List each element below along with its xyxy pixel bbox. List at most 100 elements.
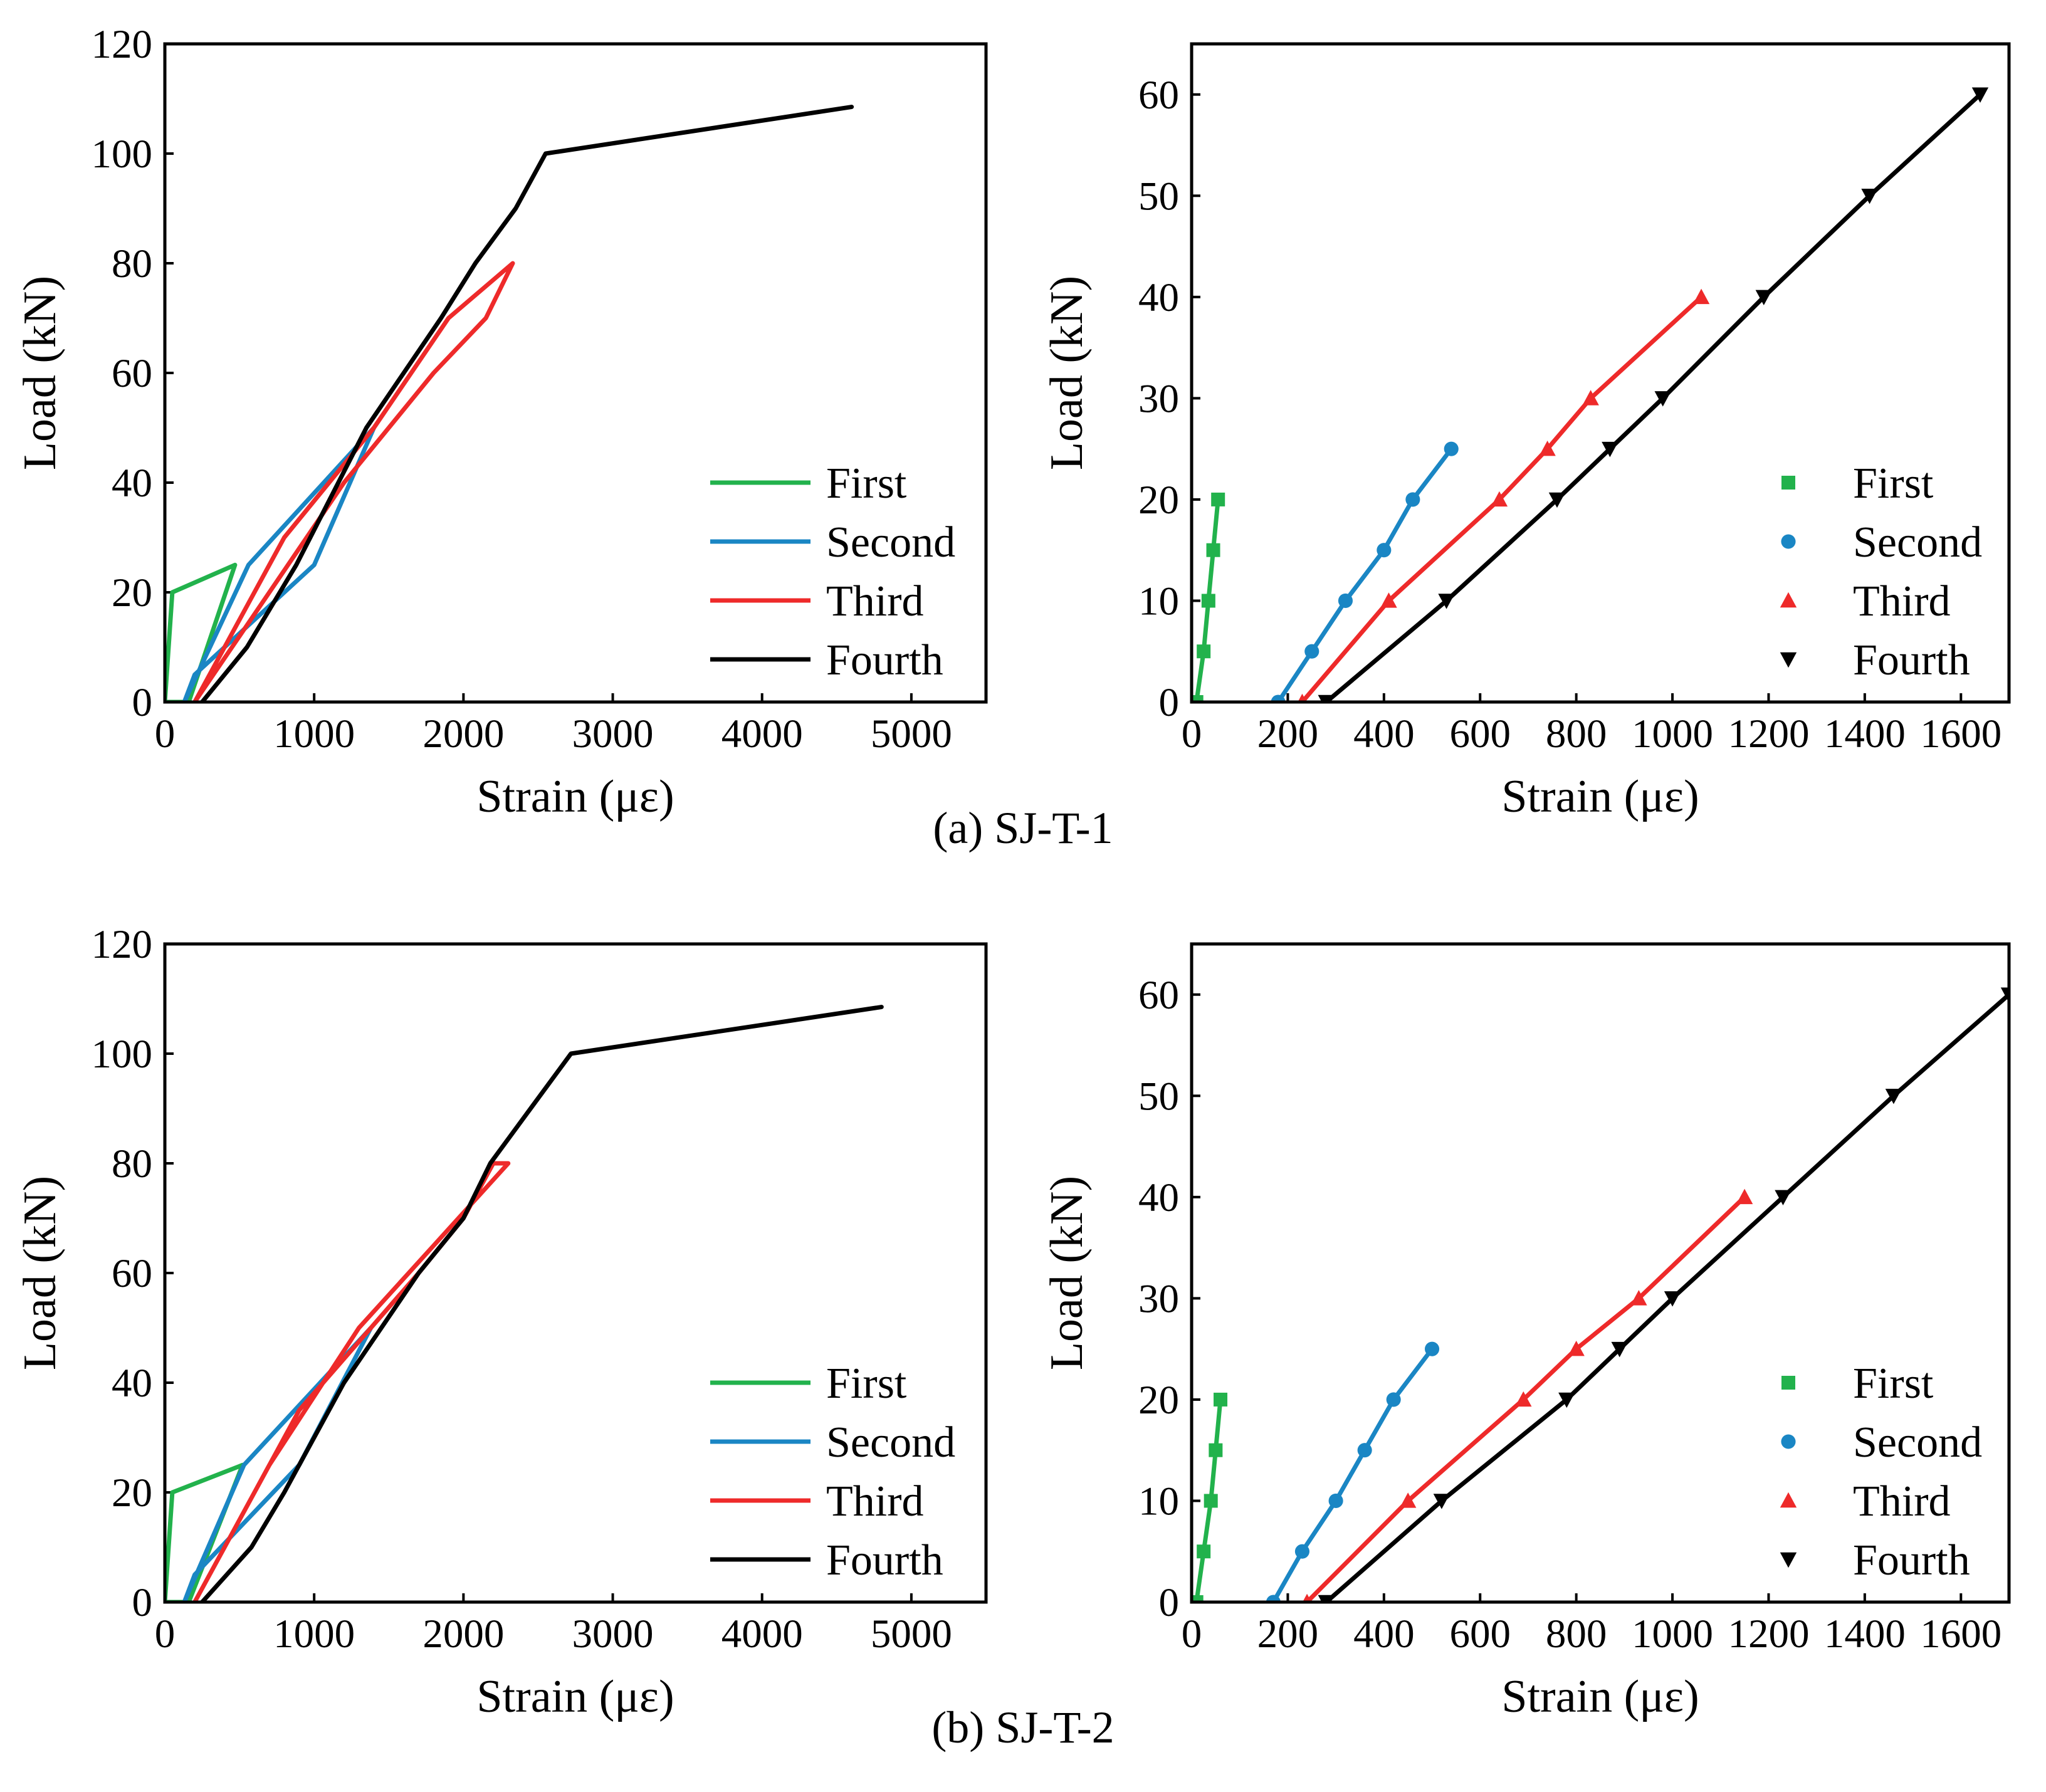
point-fourth [1433, 1494, 1451, 1509]
point-third [1515, 1391, 1532, 1407]
x-tick-label: 1600 [1920, 1611, 2001, 1657]
legend: First Second Third Fourth [1780, 459, 1982, 684]
y-tick-label: 0 [1159, 1580, 1180, 1625]
legend-label-first: First [826, 1360, 907, 1408]
series-line-third [1304, 1195, 1747, 1602]
x-tick-label: 200 [1257, 1611, 1319, 1657]
x-tick-label: 0 [1182, 711, 1202, 757]
y-axis-label: Load (kN) [1041, 276, 1093, 470]
series-line-second [1271, 1346, 1434, 1602]
series-line-fourth [1324, 92, 1983, 702]
x-tick-label: 1000 [273, 1611, 355, 1657]
x-axis-label: Strain (με) [1501, 1671, 1699, 1722]
y-tick-label: 40 [1138, 275, 1179, 320]
legend: First Second Third Fourth [710, 459, 955, 684]
x-axis-label: Strain (με) [1501, 771, 1699, 822]
legend-marker-second [1781, 1434, 1796, 1449]
point-second [1444, 441, 1459, 456]
point-fourth [2000, 987, 2009, 1003]
legend-label-second: Second [826, 518, 955, 567]
point-second [1338, 593, 1353, 609]
legend-marker-third [1780, 1492, 1797, 1508]
legend-label-fourth: Fourth [1853, 636, 1970, 684]
point-fourth [1664, 1291, 1681, 1307]
point-second [1424, 1341, 1440, 1356]
x-tick-label: 5000 [871, 711, 952, 757]
point-third [1582, 390, 1599, 406]
point-fourth [1861, 189, 1878, 204]
point-fourth [1558, 1392, 1575, 1408]
plot-area [1192, 987, 2009, 1602]
y-tick-label: 20 [112, 570, 152, 616]
legend-label-fourth: Fourth [826, 636, 943, 684]
y-tick-label: 100 [92, 1032, 153, 1077]
x-tick-label: 400 [1353, 711, 1415, 757]
chart-b-left: 0 1000 2000 3000 4000 5000 0 20 40 60 80 100 120 Stra… [14, 922, 988, 1722]
y-tick-label: 40 [1138, 1175, 1179, 1220]
x-tick-label: 0 [155, 1611, 176, 1657]
x-tick-label: 1600 [1920, 711, 2001, 757]
point-first [1211, 492, 1225, 506]
y-axis-label: Load (kN) [14, 1176, 66, 1370]
x-tick-label: 800 [1546, 711, 1607, 757]
legend-marker-second [1781, 534, 1796, 549]
y-axis-label: Load (kN) [1041, 1176, 1093, 1370]
y-tick-label: 0 [1159, 680, 1180, 725]
plot-area [1192, 87, 1989, 702]
y-tick-label: 40 [112, 461, 152, 506]
series-line-fourth [1324, 992, 2009, 1602]
legend-label-third: Third [1853, 577, 1951, 626]
caption-b: (b) SJ-T-2 [931, 1702, 1115, 1753]
y-tick-label: 80 [112, 1141, 152, 1187]
y-tick-label: 10 [1138, 579, 1179, 624]
y-tick-label: 60 [1138, 73, 1179, 118]
point-fourth [1318, 1595, 1335, 1602]
point-second [1266, 1595, 1281, 1602]
point-first [1197, 644, 1211, 659]
point-second [1377, 543, 1392, 558]
point-third [1539, 440, 1556, 456]
point-fourth [1318, 694, 1335, 702]
legend-label-first: First [1853, 459, 1934, 508]
legend-label-second: Second [826, 1418, 955, 1467]
x-tick-label: 800 [1546, 1611, 1607, 1657]
legend-label-fourth: Fourth [1853, 1536, 1970, 1585]
legend-label-third: Third [826, 577, 924, 626]
y-tick-label: 20 [1138, 478, 1179, 523]
x-tick-label: 1200 [1728, 1611, 1809, 1657]
point-third [1692, 288, 1710, 305]
series-line-second [182, 1326, 374, 1602]
point-second [1294, 1544, 1309, 1559]
y-tick-label: 40 [112, 1361, 152, 1406]
x-axis-label: Strain (με) [476, 771, 674, 822]
plot-frame [1190, 42, 2011, 704]
y-tick-label: 0 [132, 680, 153, 725]
x-tick-label: 200 [1257, 711, 1319, 757]
point-second [1328, 1493, 1343, 1509]
series-line-second [182, 426, 376, 702]
y-tick-label: 80 [112, 241, 152, 286]
plot-frame [163, 942, 988, 1604]
point-fourth [1971, 87, 1989, 103]
point-fourth [1755, 290, 1772, 306]
y-tick-label: 20 [1138, 1378, 1179, 1423]
legend: First Second Third Fourth [710, 1360, 955, 1585]
series-line-fourth [200, 1005, 884, 1602]
plot-area [165, 105, 854, 702]
point-third [1491, 491, 1508, 507]
point-first [1201, 594, 1215, 608]
x-tick-label: 1000 [1632, 1611, 1713, 1657]
chart-b-right: 0 200 400 600 800 1000 1200 1400 1600 0 10 20 30 40 50… [1041, 942, 2011, 1722]
x-tick-label: 0 [1182, 1611, 1202, 1657]
point-first [1206, 543, 1220, 557]
point-third [1302, 1593, 1312, 1602]
point-fourth [1885, 1089, 1902, 1104]
y-tick-label: 10 [1138, 1479, 1179, 1524]
x-tick-label: 1000 [273, 711, 355, 757]
legend-label-first: First [1853, 1360, 1934, 1408]
x-tick-label: 4000 [721, 1611, 803, 1657]
y-tick-label: 120 [92, 22, 153, 67]
x-tick-label: 5000 [871, 1611, 952, 1657]
x-tick-label: 0 [155, 711, 176, 757]
